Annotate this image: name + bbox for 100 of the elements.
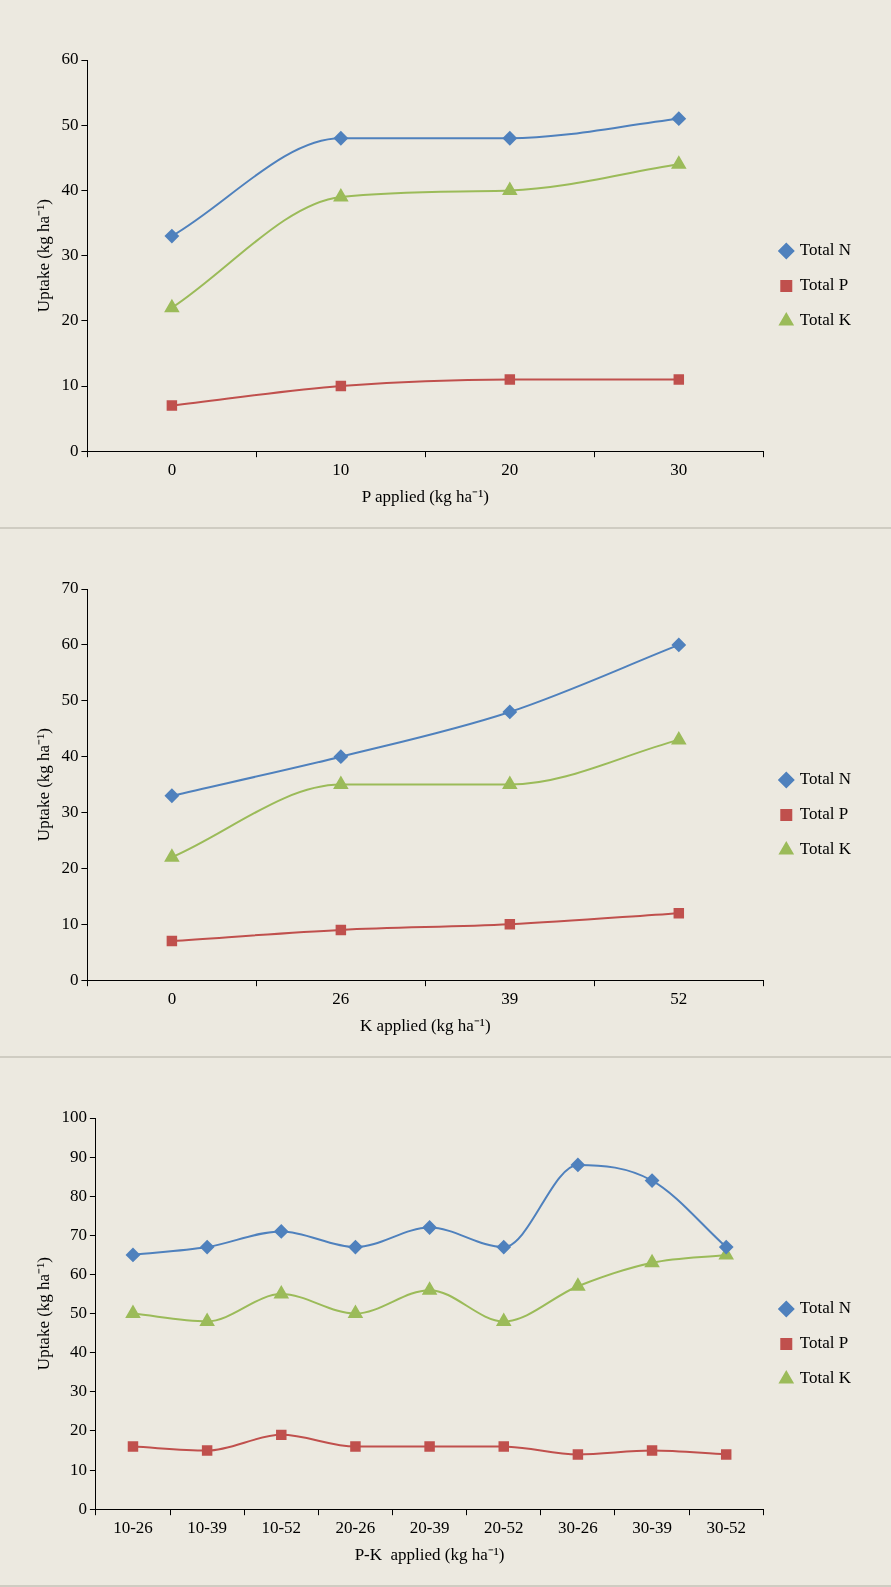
point bbox=[164, 229, 179, 244]
point bbox=[164, 849, 179, 862]
x-tick-label: 20-39 bbox=[409, 1517, 450, 1537]
point bbox=[645, 1173, 660, 1188]
point bbox=[572, 1449, 584, 1460]
point bbox=[335, 380, 347, 392]
x-axis-title: P-K applied (kg ha⁻¹) bbox=[354, 1545, 505, 1565]
point bbox=[570, 1157, 585, 1172]
point bbox=[422, 1220, 437, 1235]
point bbox=[201, 1445, 213, 1456]
x-tick-label: 30 bbox=[670, 459, 688, 479]
y-tick-label: 10 bbox=[61, 913, 79, 933]
point bbox=[498, 1441, 509, 1452]
x-tick-label: 52 bbox=[670, 988, 688, 1008]
x-tick-label: 10-39 bbox=[187, 1517, 227, 1537]
y-tick-label: 60 bbox=[61, 49, 79, 69]
x-tick-label: 30-52 bbox=[706, 1517, 747, 1537]
x-tick-label: 0 bbox=[167, 988, 177, 1008]
point bbox=[333, 131, 348, 146]
point bbox=[644, 1254, 660, 1268]
point bbox=[350, 1441, 361, 1452]
y-tick-label: 60 bbox=[61, 634, 79, 654]
x-tick-label: 10-52 bbox=[261, 1517, 302, 1537]
x-tick-label: 0 bbox=[167, 459, 177, 479]
x-tick-label: 20-26 bbox=[335, 1517, 376, 1537]
x-axis-title: P applied (kg ha⁻¹) bbox=[361, 487, 489, 507]
point bbox=[164, 788, 179, 803]
legend-label: Total P bbox=[799, 1333, 849, 1353]
y-tick-label: 20 bbox=[69, 1420, 87, 1440]
point bbox=[504, 374, 516, 385]
y-tick-label: 30 bbox=[69, 1381, 87, 1401]
point bbox=[673, 374, 685, 385]
legend-label: Total N bbox=[799, 1298, 851, 1318]
point bbox=[200, 1240, 215, 1255]
y-tick-label: 10 bbox=[61, 375, 79, 395]
y-tick-label: 60 bbox=[69, 1263, 87, 1283]
point bbox=[502, 131, 517, 146]
point bbox=[125, 1247, 140, 1262]
point bbox=[348, 1240, 363, 1255]
y-tick-label: 10 bbox=[69, 1459, 87, 1479]
y-tick-label: 0 bbox=[78, 1498, 87, 1518]
y-tick-label: 90 bbox=[69, 1146, 87, 1166]
point bbox=[166, 935, 178, 947]
legend-label: Total P bbox=[799, 275, 849, 295]
y-tick-label: 20 bbox=[61, 857, 79, 877]
legend-label: Total N bbox=[799, 240, 851, 260]
x-tick-label: 30-26 bbox=[558, 1517, 598, 1537]
x-tick-label: 20-52 bbox=[483, 1517, 524, 1537]
x-tick-label: 30-39 bbox=[632, 1517, 672, 1537]
y-tick-label: 50 bbox=[61, 114, 79, 134]
y-tick-label: 30 bbox=[61, 245, 79, 265]
point bbox=[671, 111, 686, 126]
point bbox=[673, 907, 685, 919]
x-tick-label: 26 bbox=[332, 988, 350, 1008]
point bbox=[422, 1282, 437, 1295]
point bbox=[127, 1441, 139, 1452]
point bbox=[504, 919, 516, 930]
y-tick-label: 30 bbox=[61, 802, 79, 822]
y-tick-label: 40 bbox=[69, 1342, 87, 1362]
point bbox=[274, 1286, 289, 1299]
y-tick-label: 40 bbox=[61, 179, 79, 199]
point bbox=[671, 731, 686, 745]
y-tick-label: 70 bbox=[69, 1224, 87, 1244]
point bbox=[502, 776, 517, 790]
y-tick-label: 50 bbox=[69, 1303, 87, 1323]
point bbox=[164, 299, 179, 313]
y-tick-label: 50 bbox=[61, 690, 79, 710]
y-tick-label: 100 bbox=[61, 1107, 87, 1127]
point bbox=[424, 1441, 435, 1452]
point bbox=[333, 776, 348, 790]
point bbox=[125, 1305, 141, 1319]
point bbox=[570, 1278, 585, 1291]
y-tick-label: 70 bbox=[61, 578, 79, 598]
legend-label: Total P bbox=[799, 804, 849, 824]
point bbox=[333, 188, 348, 202]
y-tick-label: 0 bbox=[69, 969, 79, 989]
x-axis-title: K applied (kg ha⁻¹) bbox=[360, 1016, 491, 1036]
y-axis-title: Uptake (kg ha⁻¹) bbox=[33, 199, 53, 313]
y-tick-label: 40 bbox=[61, 746, 79, 766]
point bbox=[276, 1429, 287, 1441]
y-axis-title: Uptake (kg ha⁻¹) bbox=[33, 728, 53, 842]
x-tick-label: 10-26 bbox=[113, 1517, 153, 1537]
x-tick-label: 10 bbox=[332, 459, 350, 479]
y-tick-label: 80 bbox=[69, 1185, 87, 1205]
point bbox=[502, 704, 517, 719]
y-tick-label: 0 bbox=[69, 440, 79, 460]
legend-label: Total K bbox=[799, 839, 852, 859]
legend-label: Total K bbox=[799, 1368, 852, 1388]
point bbox=[720, 1449, 732, 1460]
point bbox=[335, 924, 347, 936]
x-tick-label: 39 bbox=[501, 988, 519, 1008]
point bbox=[719, 1240, 734, 1255]
y-tick-label: 20 bbox=[61, 310, 79, 330]
point bbox=[671, 637, 686, 652]
legend-label: Total N bbox=[799, 769, 851, 789]
x-tick-label: 20 bbox=[501, 459, 519, 479]
point bbox=[348, 1305, 363, 1319]
point bbox=[274, 1224, 289, 1239]
point bbox=[502, 182, 517, 195]
point bbox=[646, 1445, 658, 1456]
